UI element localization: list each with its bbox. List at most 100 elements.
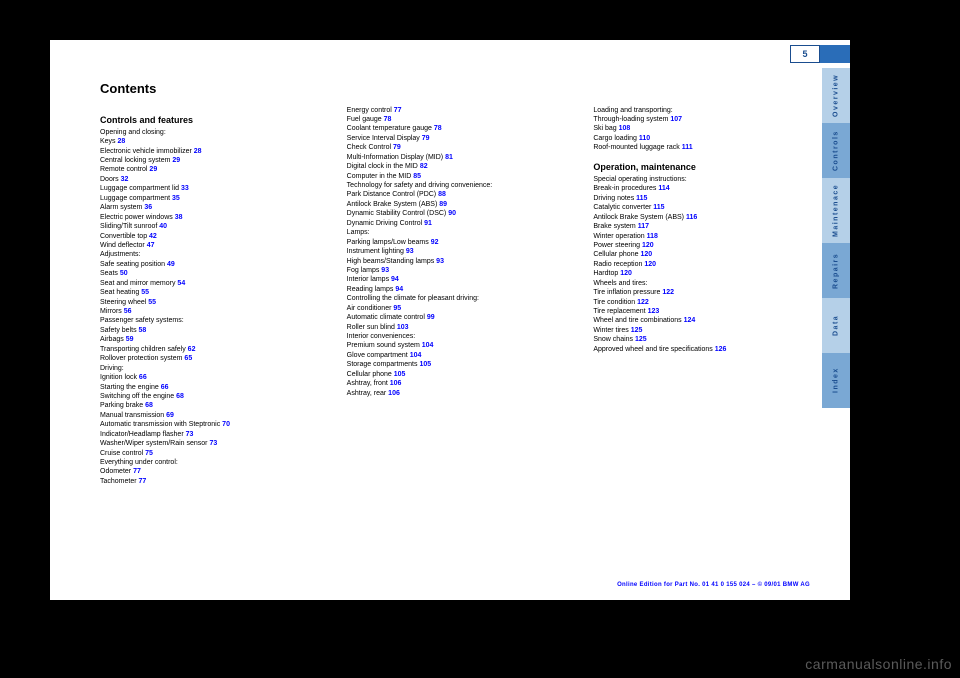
toc-entry[interactable]: Rollover protection system 65 — [100, 354, 317, 363]
toc-entry[interactable]: Automatic transmission with Steptronic 7… — [100, 420, 317, 429]
toc-entry[interactable]: Steering wheel 55 — [100, 298, 317, 307]
toc-entry[interactable]: Fog lamps 93 — [347, 266, 564, 275]
toc-entry[interactable]: Cellular phone 120 — [593, 250, 810, 259]
tab-repairs[interactable]: Repairs — [822, 243, 850, 298]
toc-entry[interactable]: Radio reception 120 — [593, 260, 810, 269]
toc-entry[interactable]: Wind deflector 47 — [100, 241, 317, 250]
toc-column: Controls and featuresOpening and closing… — [100, 106, 317, 487]
page-ref: 78 — [384, 116, 392, 123]
toc-entry[interactable]: Check Control 79 — [347, 143, 564, 152]
toc-entry[interactable]: Odometer 77 — [100, 467, 317, 476]
toc-entry[interactable]: Snow chains 125 — [593, 335, 810, 344]
toc-entry[interactable]: Tire condition 122 — [593, 298, 810, 307]
toc-entry[interactable]: Park Distance Control (PDC) 88 — [347, 190, 564, 199]
page-ref: 103 — [397, 324, 409, 331]
toc-entry[interactable]: Dynamic Stability Control (DSC) 90 — [347, 209, 564, 218]
toc-entry[interactable]: Dynamic Driving Control 91 — [347, 219, 564, 228]
toc-entry[interactable]: Wheel and tire combinations 124 — [593, 316, 810, 325]
toc-entry[interactable]: Luggage compartment 35 — [100, 194, 317, 203]
toc-entry[interactable]: Ski bag 108 — [593, 124, 810, 133]
toc-entry[interactable]: Cellular phone 105 — [347, 370, 564, 379]
toc-entry[interactable]: Multi-Information Display (MID) 81 — [347, 153, 564, 162]
toc-entry[interactable]: Electric power windows 38 — [100, 213, 317, 222]
toc-entry[interactable]: Fuel gauge 78 — [347, 115, 564, 124]
toc-entry[interactable]: Air conditioner 95 — [347, 304, 564, 313]
toc-entry[interactable]: Approved wheel and tire specifications 1… — [593, 345, 810, 354]
toc-entry[interactable]: Washer/Wiper system/Rain sensor 73 — [100, 439, 317, 448]
toc-entry[interactable]: Cargo loading 110 — [593, 134, 810, 143]
toc-entry[interactable]: Ashtray, front 106 — [347, 379, 564, 388]
toc-entry[interactable]: Manual transmission 69 — [100, 411, 317, 420]
toc-entry[interactable]: Winter operation 118 — [593, 232, 810, 241]
toc-entry[interactable]: Remote control 29 — [100, 165, 317, 174]
toc-entry[interactable]: Sliding/Tilt sunroof 40 — [100, 222, 317, 231]
toc-entry[interactable]: Indicator/Headlamp flasher 73 — [100, 430, 317, 439]
toc-entry[interactable]: Convertible top 42 — [100, 232, 317, 241]
toc-entry[interactable]: Tire replacement 123 — [593, 307, 810, 316]
toc-entry[interactable]: Seat heating 55 — [100, 288, 317, 297]
toc-entry[interactable]: Alarm system 36 — [100, 203, 317, 212]
toc-entry[interactable]: Luggage compartment lid 33 — [100, 184, 317, 193]
toc-entry[interactable]: Ashtray, rear 106 — [347, 389, 564, 398]
page-ref: 115 — [636, 195, 647, 202]
toc-entry[interactable]: Hardtop 120 — [593, 269, 810, 278]
toc-entry[interactable]: Service Interval Display 79 — [347, 134, 564, 143]
toc-entry[interactable]: Mirrors 56 — [100, 307, 317, 316]
page-ref: 68 — [145, 402, 153, 409]
toc-entry[interactable]: Ignition lock 66 — [100, 373, 317, 382]
toc-entry[interactable]: Electronic vehicle immobilizer 28 — [100, 147, 317, 156]
toc-entry[interactable]: Starting the engine 66 — [100, 383, 317, 392]
page-ref: 78 — [434, 125, 442, 132]
toc-entry[interactable]: Antilock Brake System (ABS) 116 — [593, 213, 810, 222]
toc-entry[interactable]: Premium sound system 104 — [347, 341, 564, 350]
page-number-accent — [820, 45, 850, 63]
toc-entry[interactable]: Seats 50 — [100, 269, 317, 278]
toc-entry[interactable]: High beams/Standing lamps 93 — [347, 257, 564, 266]
tab-data[interactable]: Data — [822, 298, 850, 353]
page-ref: 73 — [186, 431, 194, 438]
toc-entry[interactable]: Break-in procedures 114 — [593, 184, 810, 193]
toc-entry[interactable]: Computer in the MID 85 — [347, 172, 564, 181]
toc-entry[interactable]: Parking lamps/Low beams 92 — [347, 238, 564, 247]
toc-entry[interactable]: Seat and mirror memory 54 — [100, 279, 317, 288]
toc-entry[interactable]: Digital clock in the MID 82 — [347, 162, 564, 171]
page-ref: 62 — [188, 346, 196, 353]
toc-entry[interactable]: Keys 28 — [100, 137, 317, 146]
toc-entry[interactable]: Airbags 59 — [100, 335, 317, 344]
toc-entry[interactable]: Tire inflation pressure 122 — [593, 288, 810, 297]
toc-entry[interactable]: Roof-mounted luggage rack 111 — [593, 143, 810, 152]
toc-entry[interactable]: Interior lamps 94 — [347, 275, 564, 284]
toc-entry[interactable]: Through-loading system 107 — [593, 115, 810, 124]
toc-entry[interactable]: Cruise control 75 — [100, 449, 317, 458]
toc-entry[interactable]: Automatic climate control 99 — [347, 313, 564, 322]
toc-entry[interactable]: Driving notes 115 — [593, 194, 810, 203]
toc-entry[interactable]: Power steering 120 — [593, 241, 810, 250]
toc-entry[interactable]: Central locking system 29 — [100, 156, 317, 165]
toc-entry[interactable]: Tachometer 77 — [100, 477, 317, 486]
toc-entry[interactable]: Catalytic converter 115 — [593, 203, 810, 212]
page-ref: 73 — [209, 440, 217, 447]
toc-entry[interactable]: Brake system 117 — [593, 222, 810, 231]
toc-entry[interactable]: Safety belts 58 — [100, 326, 317, 335]
tab-maintenace[interactable]: Maintenace — [822, 178, 850, 243]
toc-entry[interactable]: Transporting children safely 62 — [100, 345, 317, 354]
toc-entry[interactable]: Energy control 77 — [347, 106, 564, 115]
toc-entry: Wheels and tires: — [593, 279, 810, 288]
page-ref: 59 — [126, 336, 134, 343]
toc-entry[interactable]: Reading lamps 94 — [347, 285, 564, 294]
toc-entry[interactable]: Instrument lighting 93 — [347, 247, 564, 256]
page-ref: 93 — [436, 258, 444, 265]
toc-entry[interactable]: Roller sun blind 103 — [347, 323, 564, 332]
tab-controls[interactable]: Controls — [822, 123, 850, 178]
toc-entry[interactable]: Antilock Brake System (ABS) 89 — [347, 200, 564, 209]
tab-overview[interactable]: Overview — [822, 68, 850, 123]
toc-entry[interactable]: Glove compartment 104 — [347, 351, 564, 360]
toc-entry[interactable]: Doors 32 — [100, 175, 317, 184]
tab-index[interactable]: Index — [822, 353, 850, 408]
toc-entry[interactable]: Coolant temperature gauge 78 — [347, 124, 564, 133]
toc-entry[interactable]: Parking brake 68 — [100, 401, 317, 410]
toc-entry[interactable]: Switching off the engine 68 — [100, 392, 317, 401]
toc-entry[interactable]: Storage compartments 105 — [347, 360, 564, 369]
toc-entry[interactable]: Winter tires 125 — [593, 326, 810, 335]
toc-entry[interactable]: Safe seating position 49 — [100, 260, 317, 269]
